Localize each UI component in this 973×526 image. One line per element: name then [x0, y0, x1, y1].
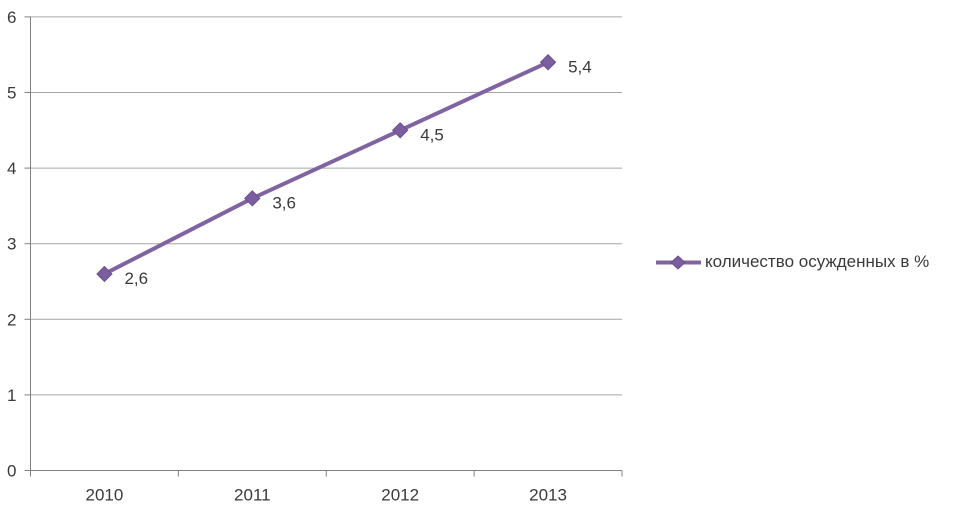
legend-line-marker-icon [656, 254, 701, 270]
y-tick-label: 4 [7, 159, 16, 178]
data-label: 4,5 [420, 125, 444, 144]
x-tick-label: 2011 [234, 486, 271, 505]
data-point-marker [391, 122, 409, 139]
legend: количество осужденных в % [655, 252, 929, 272]
y-tick-label: 5 [7, 84, 16, 103]
data-label: 2,6 [124, 269, 148, 288]
y-tick-label: 3 [7, 235, 16, 254]
legend-marker-diamond [670, 254, 686, 270]
data-point-marker [96, 265, 113, 283]
series-line [102, 60, 551, 276]
y-tick-label: 2 [7, 310, 16, 329]
y-tick-label: 6 [7, 8, 16, 27]
data-label: 3,6 [272, 193, 296, 212]
data-label: 5,4 [568, 57, 592, 76]
x-tick-label: 2010 [86, 486, 124, 505]
x-tick-label: 2013 [529, 486, 567, 505]
legend-label: количество осужденных в % [705, 252, 930, 271]
y-tick-label: 0 [7, 462, 16, 481]
data-point-marker [539, 54, 557, 71]
data-point-marker [244, 190, 261, 207]
y-tick-label: 1 [7, 386, 16, 405]
x-tick-label: 2012 [381, 486, 419, 505]
